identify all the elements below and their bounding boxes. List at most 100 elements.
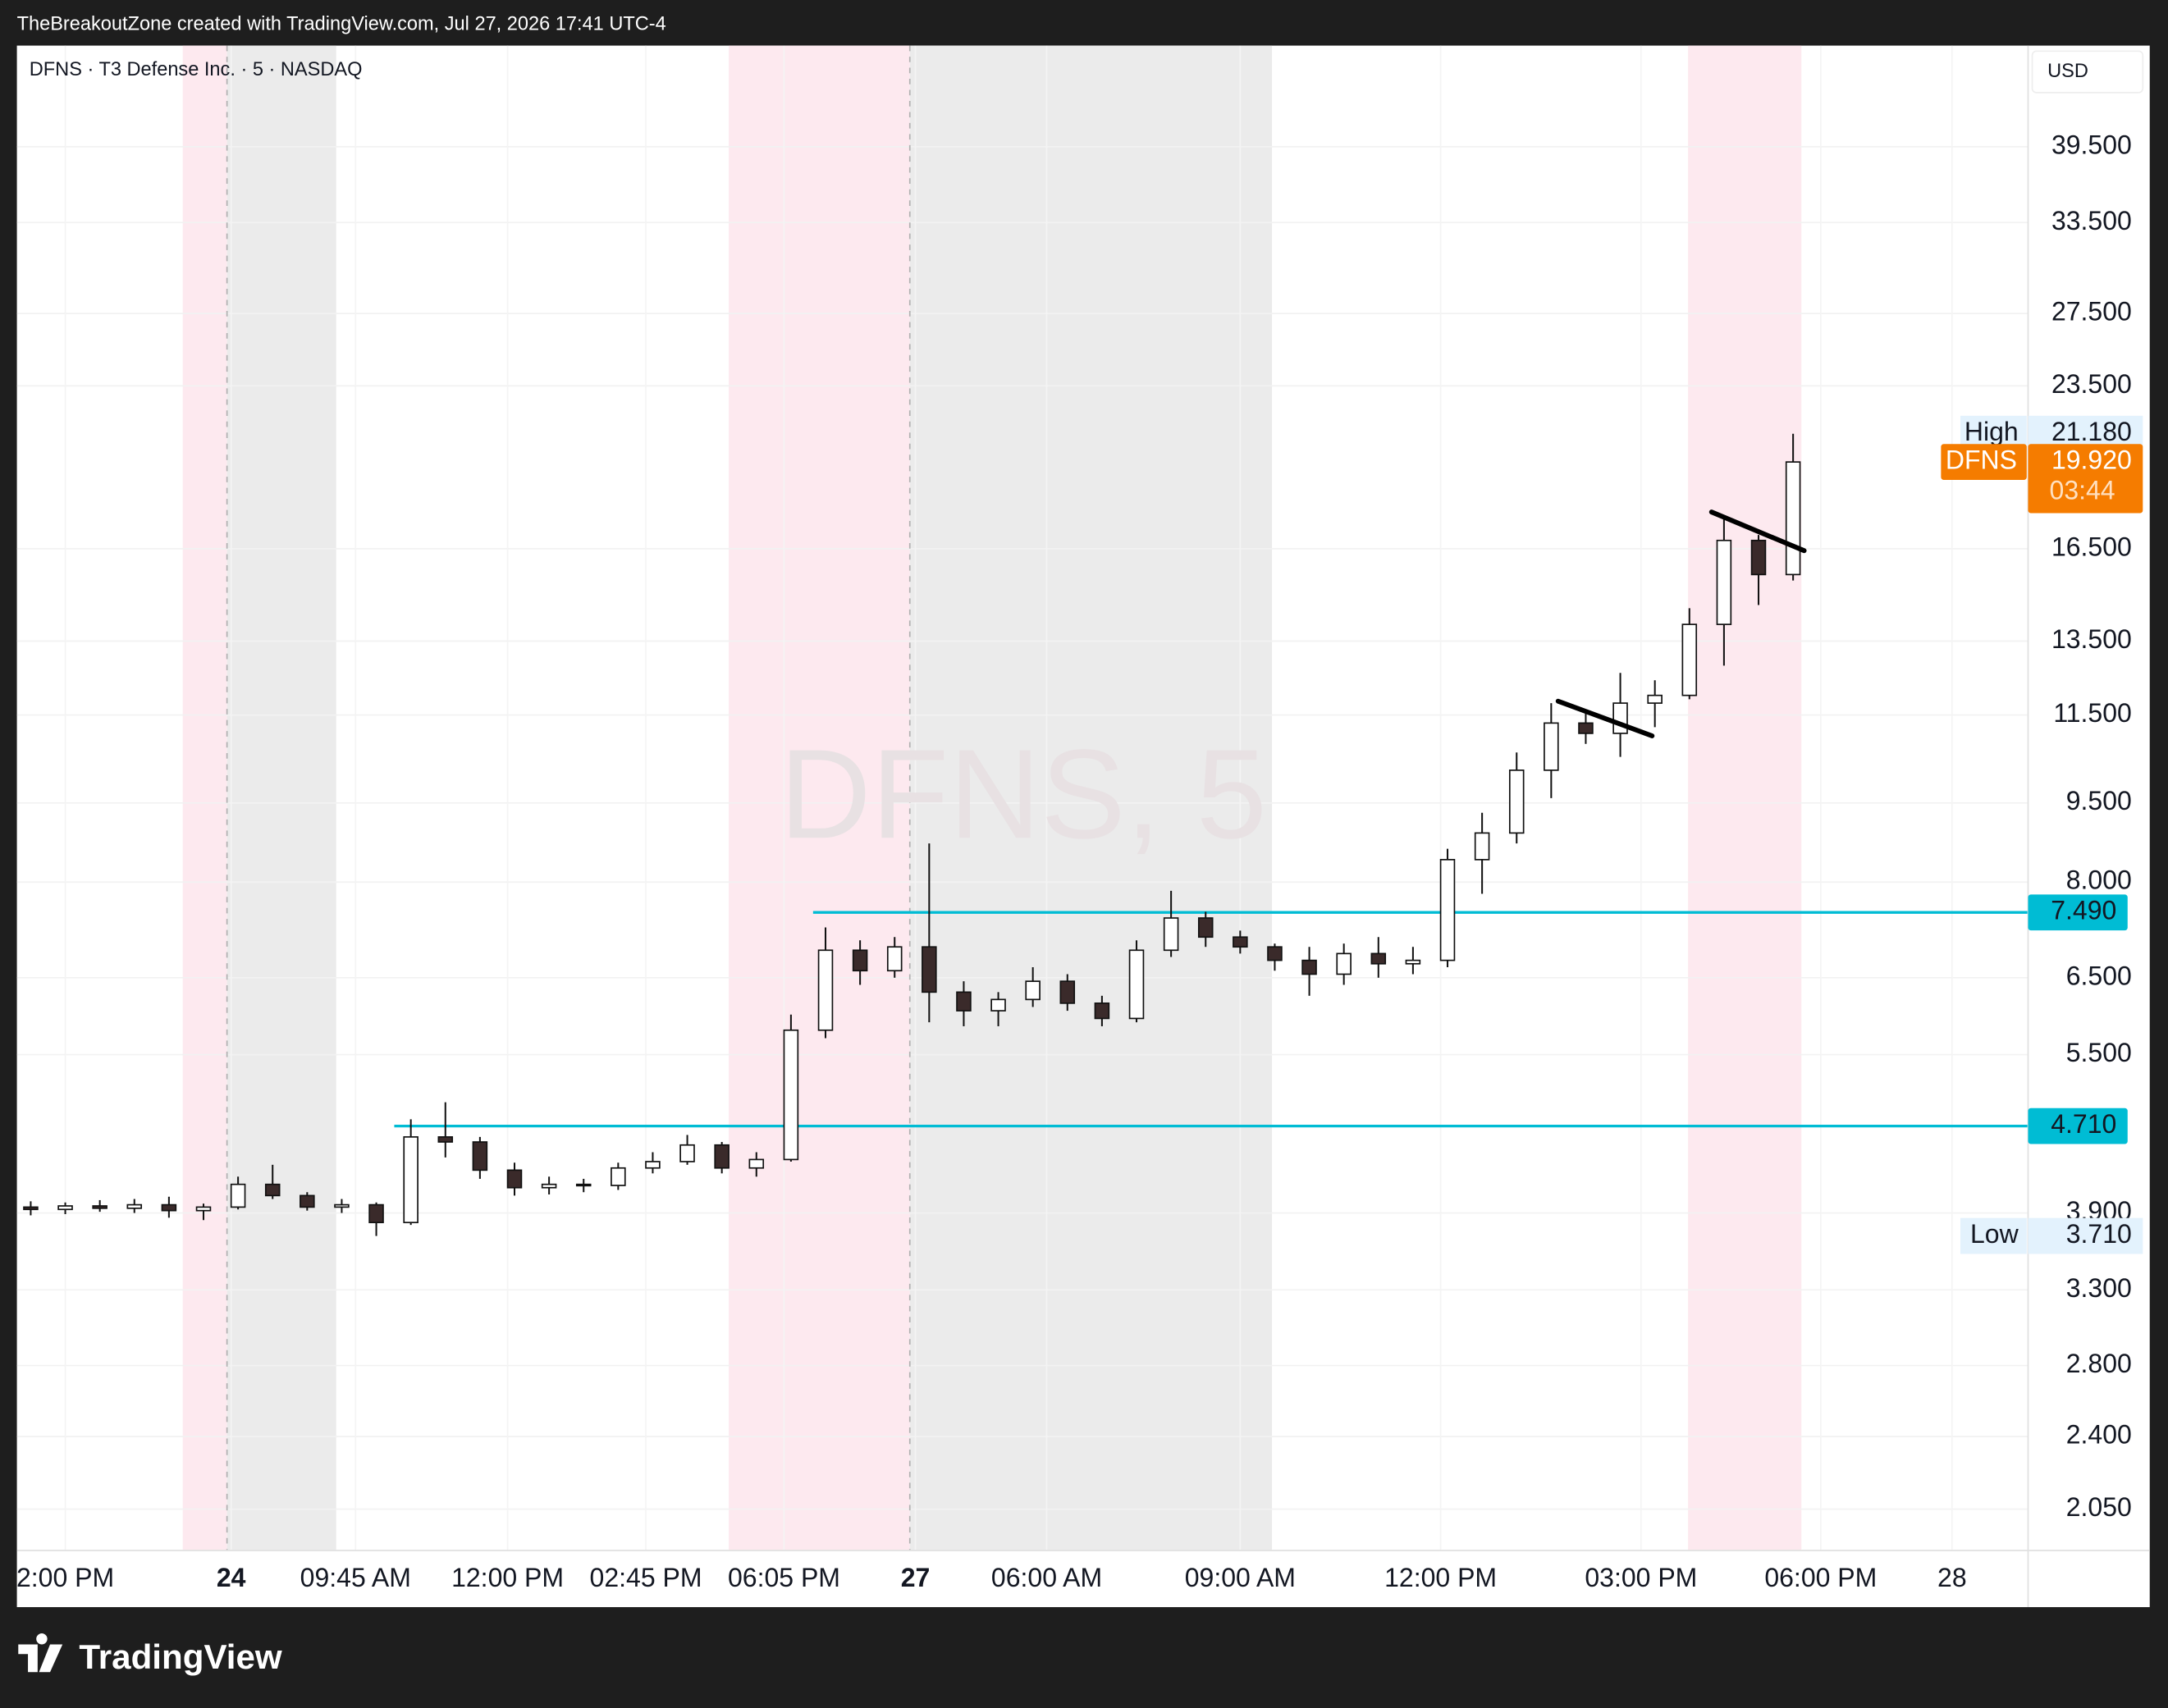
x-tick-label: 06:00 AM xyxy=(991,1563,1102,1592)
candle-body xyxy=(368,1203,384,1224)
marker-price: 21.180 xyxy=(2051,417,2132,446)
candle-body xyxy=(922,946,937,993)
y-tick-label: 2.800 xyxy=(2066,1349,2132,1378)
trendline xyxy=(1708,509,1807,554)
candle-body xyxy=(126,1203,143,1209)
candle-body xyxy=(852,949,868,972)
candle-body xyxy=(1785,461,1801,576)
last-price-name-box xyxy=(1941,444,2027,481)
candle-body xyxy=(817,949,834,1031)
brand-logo: TradingView xyxy=(18,1633,282,1676)
extended-session xyxy=(729,45,910,1550)
candle-body xyxy=(1647,694,1663,704)
candle-body xyxy=(886,946,903,972)
watermark: DFNS, 5 xyxy=(780,723,1267,865)
candle-body xyxy=(611,1167,626,1186)
y-tick-label: 16.500 xyxy=(2051,532,2132,561)
y-tick-label: 23.500 xyxy=(2051,369,2132,399)
y-tick-label: 9.500 xyxy=(2066,786,2132,815)
candle-body xyxy=(1059,980,1076,1004)
y-tick-label: 39.500 xyxy=(2051,130,2132,159)
candle-body xyxy=(645,1161,661,1169)
candle-body xyxy=(403,1136,419,1224)
marker-price: 3.710 xyxy=(2066,1219,2132,1249)
candle-body xyxy=(1544,722,1559,771)
candle-body xyxy=(748,1158,765,1169)
candle-body xyxy=(1439,859,1456,961)
candle-body xyxy=(506,1169,523,1189)
currency-box[interactable] xyxy=(2031,50,2144,94)
y-tick-label: 6.500 xyxy=(2066,961,2132,990)
closed-session xyxy=(909,45,1273,1550)
candle-body xyxy=(1128,949,1145,1020)
candle-body xyxy=(161,1203,177,1212)
candle-body xyxy=(300,1194,315,1208)
grid xyxy=(16,45,2028,1550)
plot-area xyxy=(23,433,2028,1236)
countdown: 03:44 xyxy=(2050,476,2115,505)
candle-body xyxy=(230,1183,246,1208)
brand-icon xyxy=(18,1633,63,1673)
candle-body xyxy=(990,998,1006,1012)
extended-session xyxy=(1688,45,1802,1550)
symbol-header: DFNS · T3 Defense Inc. · 5 · NASDAQ xyxy=(30,58,363,80)
marker-name-box xyxy=(1960,1217,2027,1254)
candle-body xyxy=(1612,702,1628,734)
y-tick-label: 11.500 xyxy=(2053,698,2132,728)
x-tick-label: 06:00 PM xyxy=(1764,1563,1877,1592)
level-price-box xyxy=(2028,894,2128,931)
candle-body xyxy=(1474,832,1490,861)
candle-body xyxy=(1163,917,1179,952)
candle-body xyxy=(92,1205,107,1209)
x-tick-label: 09:00 AM xyxy=(1185,1563,1296,1592)
x-tick-label: 03:00 PM xyxy=(1585,1563,1697,1592)
candle-body xyxy=(472,1141,488,1171)
closed-session xyxy=(226,45,336,1550)
candle-body xyxy=(57,1205,73,1211)
candle-body xyxy=(1716,539,1732,625)
x-tick-label: 12:00 PM xyxy=(451,1563,564,1592)
y-tick-label: 27.500 xyxy=(2051,297,2132,327)
candle-body xyxy=(23,1206,39,1211)
marker-name: High xyxy=(1964,417,2019,446)
candle-body xyxy=(334,1203,350,1208)
candle-body xyxy=(541,1183,557,1189)
y-tick-label: 2.400 xyxy=(2066,1420,2132,1450)
y-tick-label: 33.500 xyxy=(2051,206,2132,235)
candle-body xyxy=(437,1136,454,1143)
x-tick-label: 12:00 PM xyxy=(1384,1563,1497,1592)
marker-price-box xyxy=(2028,1217,2143,1254)
candle-body xyxy=(1750,539,1767,576)
candle-body xyxy=(714,1144,730,1169)
y-tick-label: 13.500 xyxy=(2051,624,2132,654)
candle-body xyxy=(195,1206,212,1212)
candle-body xyxy=(956,991,972,1012)
x-tick-label: 27 xyxy=(901,1563,931,1592)
candle-body xyxy=(783,1029,799,1161)
candle-body xyxy=(1301,959,1317,975)
candle-body xyxy=(1336,952,1352,975)
axes: 2.0502.4002.8003.3003.9005.5006.5008.000… xyxy=(16,130,2143,1592)
trendline xyxy=(1555,698,1655,738)
last-price-name: DFNS xyxy=(1946,445,2017,475)
extended-session xyxy=(182,45,227,1550)
marker-name: Low xyxy=(1970,1219,2019,1249)
candle-body xyxy=(1197,917,1214,938)
session-shading xyxy=(182,45,1802,1550)
y-tick-label: 2.050 xyxy=(2066,1492,2132,1522)
brand-name: TradingView xyxy=(79,1637,282,1676)
last-price-box xyxy=(2028,444,2143,514)
y-tick-label: 3.300 xyxy=(2066,1273,2132,1303)
x-tick-label: 28 xyxy=(1937,1563,1967,1592)
currency[interactable]: USD xyxy=(2047,60,2088,81)
candle-body xyxy=(1094,1002,1110,1020)
candle-body xyxy=(1508,770,1525,834)
candle-body xyxy=(1370,952,1387,965)
y-tick-label: 8.000 xyxy=(2066,865,2132,895)
candle-body xyxy=(1233,936,1248,948)
x-tick-label: 24 xyxy=(217,1563,246,1592)
candle-body xyxy=(1681,623,1698,696)
x-tick-label: 06:05 PM xyxy=(728,1563,840,1592)
